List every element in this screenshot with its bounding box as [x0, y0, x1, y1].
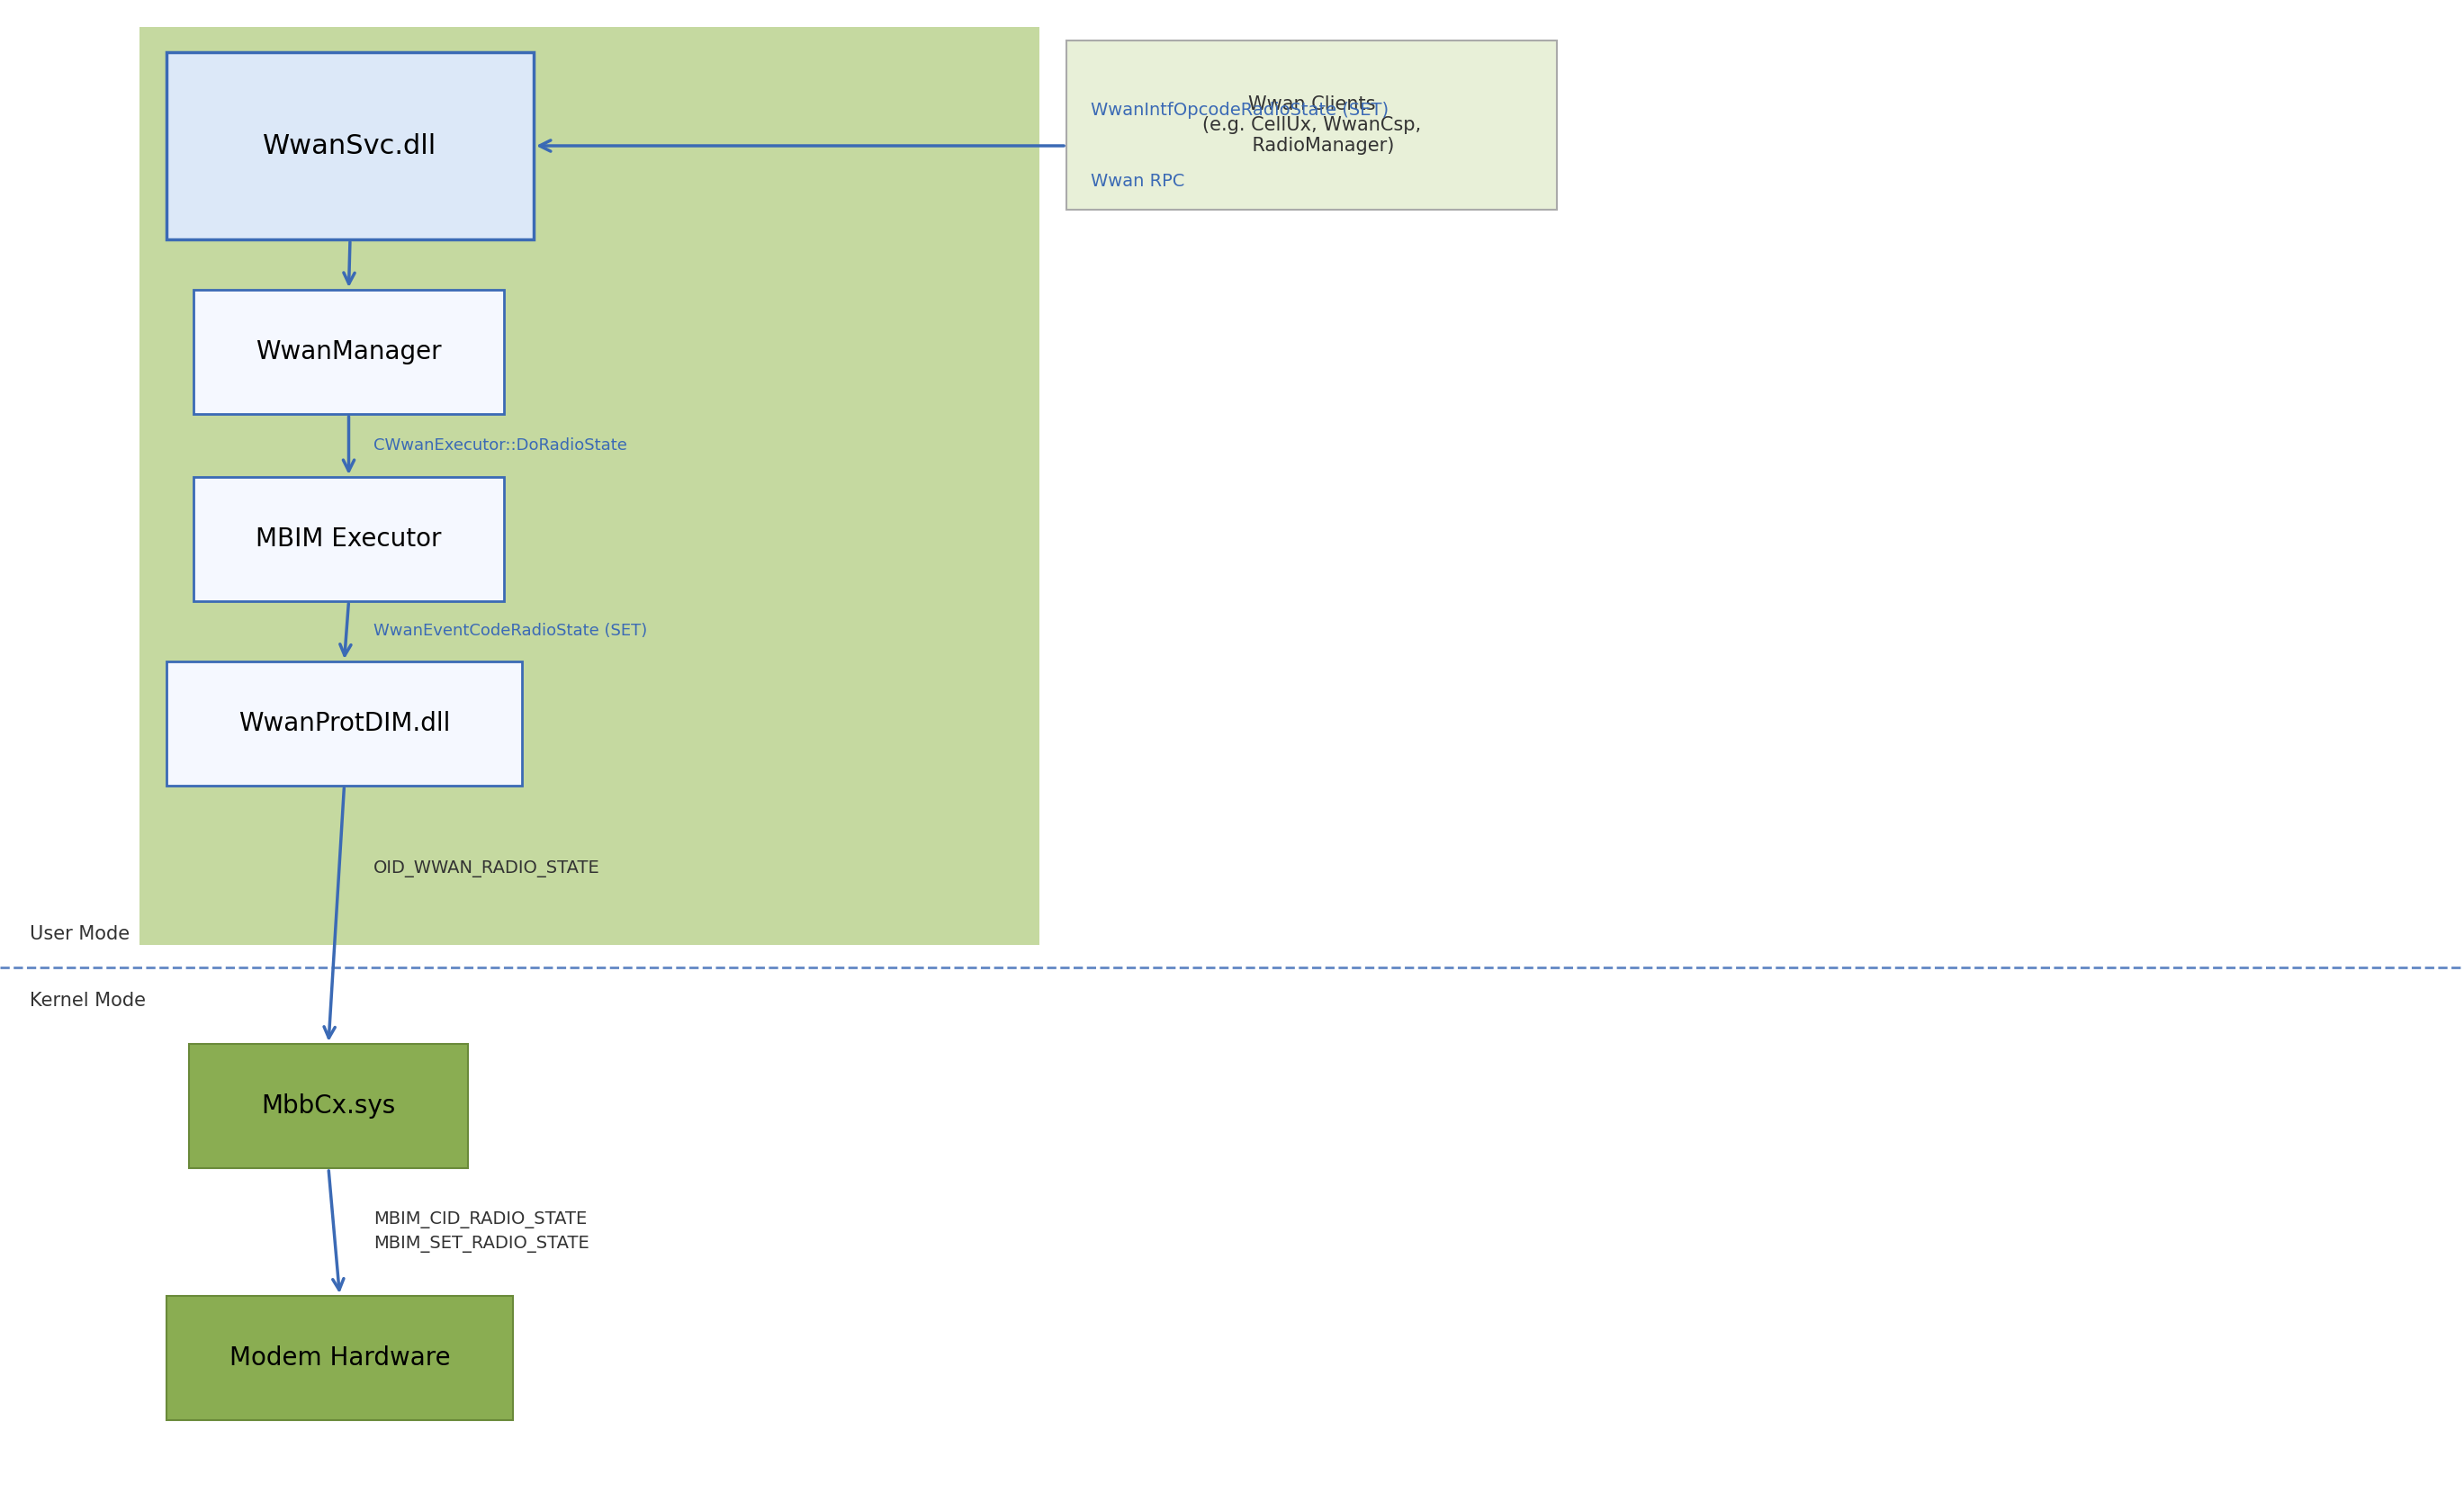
FancyBboxPatch shape: [190, 1044, 468, 1169]
FancyBboxPatch shape: [168, 1296, 513, 1419]
Text: Wwan Clients
(e.g. CellUx, WwanCsp,
    RadioManager): Wwan Clients (e.g. CellUx, WwanCsp, Radi…: [1202, 95, 1422, 155]
FancyBboxPatch shape: [168, 53, 535, 239]
Text: User Mode: User Mode: [30, 925, 131, 943]
FancyBboxPatch shape: [168, 661, 522, 786]
Text: MBIM_CID_RADIO_STATE
MBIM_SET_RADIO_STATE: MBIM_CID_RADIO_STATE MBIM_SET_RADIO_STAT…: [375, 1211, 589, 1253]
Text: Modem Hardware: Modem Hardware: [229, 1346, 451, 1371]
Text: CWwanExecutor::DoRadioState: CWwanExecutor::DoRadioState: [375, 437, 626, 454]
Text: OID_WWAN_RADIO_STATE: OID_WWAN_RADIO_STATE: [375, 861, 599, 877]
Text: MBIM Executor: MBIM Executor: [256, 527, 441, 551]
Text: Kernel Mode: Kernel Mode: [30, 991, 145, 1009]
Text: WwanIntfOpcodeRadioState (SET): WwanIntfOpcodeRadioState (SET): [1092, 102, 1390, 119]
Text: WwanManager: WwanManager: [256, 339, 441, 365]
Text: WwanProtDIM.dll: WwanProtDIM.dll: [239, 710, 451, 736]
Text: WwanSvc.dll: WwanSvc.dll: [264, 132, 436, 159]
Text: Wwan RPC: Wwan RPC: [1092, 173, 1185, 189]
FancyBboxPatch shape: [195, 478, 505, 601]
FancyBboxPatch shape: [140, 27, 1040, 945]
FancyBboxPatch shape: [195, 290, 505, 415]
Text: MbbCx.sys: MbbCx.sys: [261, 1093, 397, 1119]
FancyBboxPatch shape: [1067, 41, 1557, 210]
Text: WwanEventCodeRadioState (SET): WwanEventCodeRadioState (SET): [375, 623, 648, 640]
